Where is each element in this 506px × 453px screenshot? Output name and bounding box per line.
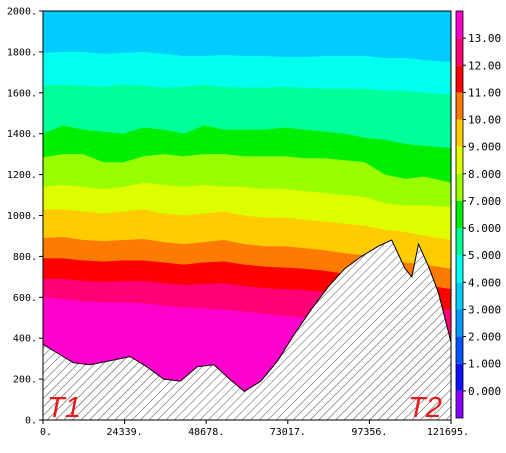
terrain-hatching	[43, 240, 451, 420]
colorbar-tick-label: 10.00	[468, 114, 501, 127]
y-tick-label: 800.	[13, 252, 37, 263]
colorbar: 0.000 1.000 2.000 3.000 4.000 5.000 6.000 7.000…	[455, 10, 501, 419]
colorbar-tick-label: 0.000	[468, 385, 501, 398]
y-tick-label: 1800.	[7, 47, 37, 58]
colorbar-swatch	[456, 363, 463, 391]
x-tick-label: 48678.	[188, 427, 224, 438]
colorbar-swatch	[456, 92, 463, 120]
colorbar-swatch	[456, 146, 463, 174]
colorbar-tick-label: 8.000	[468, 168, 501, 181]
station-label-t1: T1	[47, 392, 81, 424]
y-tick-label: 200.	[13, 375, 37, 386]
colorbar-tick-label: 12.00	[468, 59, 501, 72]
y-tick-label: 600.	[13, 293, 37, 304]
colorbar-tick-label: 4.000	[468, 276, 501, 289]
colorbar-swatch	[456, 65, 463, 93]
y-tick-label: 0.	[25, 416, 37, 427]
colorbar-swatch	[456, 38, 463, 66]
y-tick-label: 1400.	[7, 129, 37, 140]
y-tick-label: 1200.	[7, 170, 37, 181]
colorbar-swatch	[456, 336, 463, 364]
x-tick-label: 24339.	[107, 427, 143, 438]
colorbar-tick-label: 9.000	[468, 141, 501, 154]
y-tick-label: 400.	[13, 334, 37, 345]
colorbar-swatch	[456, 200, 463, 229]
colorbar-tick-label: 11.00	[468, 86, 501, 99]
colorbar-swatch	[456, 173, 463, 201]
colorbar-swatch	[456, 119, 463, 147]
x-axis: 0. 24339. 48678. 73017. 97356. 121695.	[40, 420, 469, 438]
x-tick-label: 0.	[40, 427, 52, 438]
x-tick-label: 97356.	[351, 427, 387, 438]
colorbar-tick-label: 7.000	[468, 195, 501, 208]
colorbar-swatch	[456, 390, 463, 418]
y-axis: 0. 200. 400. 600. 800. 1000. 1200. 1400. 1600. 18…	[7, 7, 43, 427]
terrain-outline	[43, 239, 451, 393]
colorbar-tick-label: 1.000	[468, 358, 501, 371]
station-label-t2: T2	[408, 392, 442, 424]
x-tick-label: 73017.	[270, 427, 306, 438]
colorbar-tick-label: 6.000	[468, 222, 501, 235]
colorbar-swatch	[456, 11, 463, 39]
colorbar-tick-label: 2.000	[468, 331, 501, 344]
x-tick-label: 121695.	[427, 427, 469, 438]
colorbar-swatch	[456, 309, 463, 337]
colorbar-swatch	[456, 255, 463, 283]
colorbar-swatch	[456, 282, 463, 310]
y-tick-label: 1600.	[7, 88, 37, 99]
colorbar-tick-label: 5.000	[468, 249, 501, 262]
y-tick-label: 2000.	[7, 7, 37, 18]
colorbar-swatch	[456, 228, 463, 256]
colorbar-tick-label: 13.00	[468, 32, 501, 45]
seabed-terrain	[43, 239, 451, 420]
y-tick-label: 1000.	[7, 211, 37, 222]
colorbar-tick-label: 3.000	[468, 303, 501, 316]
colorbar-frame	[455, 10, 464, 419]
